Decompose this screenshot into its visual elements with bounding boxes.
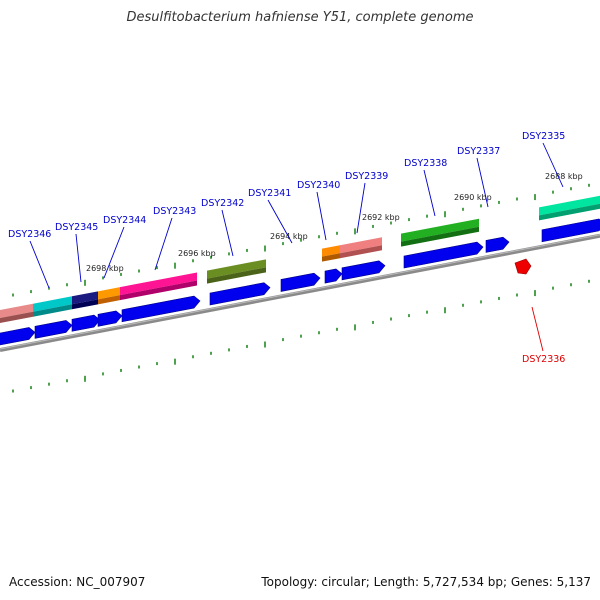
gene-leader-line: [221, 209, 234, 257]
topology-label: Topology: circular; Length: 5,727,534 bp…: [261, 575, 591, 589]
gene-arrow[interactable]: [34, 320, 73, 339]
feature-block-shade: [0, 311, 33, 324]
feature-block: [72, 291, 98, 305]
feature-block: [539, 195, 600, 216]
feature-block: [120, 272, 197, 296]
gene-label[interactable]: DSY2336: [522, 354, 565, 365]
gene-leader-line: [75, 233, 82, 283]
gene-label[interactable]: DSY2339: [345, 171, 388, 182]
feature-block-shade: [539, 203, 600, 221]
gene-leader-line: [154, 217, 173, 271]
kbp-label: 2690 kbp: [454, 193, 492, 202]
feature-block: [98, 287, 120, 300]
feature-block-shade: [72, 299, 98, 310]
gene-label[interactable]: DSY2342: [201, 198, 244, 209]
gene-leader-line: [356, 182, 366, 234]
gene-label[interactable]: DSY2338: [404, 158, 447, 169]
gene-arrow[interactable]: [541, 218, 600, 243]
gene-arrow[interactable]: [280, 272, 321, 292]
gene-arrow[interactable]: [341, 260, 386, 281]
gene-arrow[interactable]: [324, 268, 343, 284]
gene-arrow[interactable]: [403, 241, 484, 269]
gene-leader-line: [476, 157, 489, 208]
gene-leader-line: [423, 169, 436, 217]
gene-arrow[interactable]: [209, 282, 271, 306]
feature-block: [340, 237, 382, 254]
genome-backbone-highlight: [0, 234, 600, 350]
feature-block: [0, 303, 33, 319]
gene-label[interactable]: DSY2340: [297, 180, 340, 191]
gene-label[interactable]: DSY2335: [522, 131, 565, 142]
gene-leader-line: [29, 240, 50, 289]
kbp-label: 2696 kbp: [178, 249, 216, 258]
feature-block-shade: [322, 253, 340, 262]
gene-arrow[interactable]: [0, 327, 36, 346]
gene-leader-line: [542, 142, 564, 188]
accession-label: Accession: NC_007907: [9, 575, 146, 589]
genome-backbone: [0, 233, 600, 352]
gene-leader-line: [267, 199, 293, 244]
gene-label[interactable]: DSY2341: [248, 188, 291, 199]
gene-arrow[interactable]: [485, 236, 510, 253]
feature-block-shade: [120, 280, 197, 301]
feature-block-shade: [340, 245, 382, 259]
feature-block: [401, 218, 479, 242]
feature-block-shade: [33, 304, 72, 317]
feature-block: [33, 296, 72, 312]
feature-block-shade: [207, 267, 266, 284]
feature-block-shade: [98, 295, 120, 305]
gene-arrow[interactable]: [71, 314, 101, 332]
gene-leader-line: [316, 191, 327, 241]
feature-block: [207, 259, 266, 279]
gene-arrow[interactable]: [121, 295, 201, 323]
kbp-label: 2688 kbp: [545, 172, 583, 181]
gene-arrow-reverse[interactable]: [514, 258, 532, 275]
gene-label[interactable]: DSY2346: [8, 229, 51, 240]
gene-label[interactable]: DSY2343: [153, 206, 196, 217]
gene-label[interactable]: DSY2345: [55, 222, 98, 233]
gene-leader-line: [531, 306, 544, 352]
gene-label[interactable]: DSY2337: [457, 146, 500, 157]
kbp-label: 2698 kbp: [86, 264, 124, 273]
feature-block-shade: [401, 226, 479, 247]
kbp-label: 2692 kbp: [362, 213, 400, 222]
gene-arrow[interactable]: [97, 310, 123, 327]
page-title: Desulfitobacterium hafniense Y51, comple…: [126, 10, 474, 25]
feature-block: [322, 245, 340, 257]
gene-label[interactable]: DSY2344: [103, 215, 146, 226]
gene-leader-line: [103, 226, 125, 279]
